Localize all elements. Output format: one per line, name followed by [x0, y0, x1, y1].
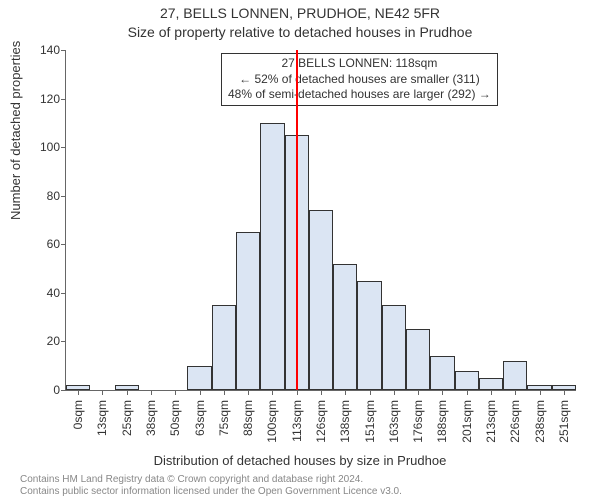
x-tick-mark — [175, 390, 176, 395]
chart-title-line1: 27, BELLS LONNEN, PRUDHOE, NE42 5FR — [0, 5, 600, 21]
x-tick-label: 138sqm — [338, 396, 352, 443]
x-tick-label: 126sqm — [314, 396, 328, 443]
x-tick-label: 63sqm — [193, 396, 207, 436]
x-tick-mark — [272, 390, 273, 395]
y-tick-mark — [61, 244, 66, 245]
x-tick-mark — [540, 390, 541, 395]
x-tick-label: 201sqm — [460, 396, 474, 443]
y-tick-mark — [61, 99, 66, 100]
annotation-line3: 48% of semi-detached houses are larger (… — [228, 87, 491, 103]
x-tick-label: 176sqm — [411, 396, 425, 443]
x-tick-mark — [248, 390, 249, 395]
x-tick-mark — [370, 390, 371, 395]
x-tick-label: 251sqm — [557, 396, 571, 443]
y-tick-mark — [61, 50, 66, 51]
histogram-bar — [187, 366, 211, 390]
histogram-bar — [382, 305, 406, 390]
histogram-bar — [260, 123, 284, 390]
x-tick-mark — [321, 390, 322, 395]
x-tick-label: 113sqm — [290, 396, 304, 442]
x-tick-label: 226sqm — [508, 396, 522, 443]
x-tick-label: 75sqm — [217, 396, 231, 436]
histogram-bar — [430, 356, 454, 390]
histogram-bar — [309, 210, 333, 390]
annotation-box: 27 BELLS LONNEN: 118sqm ← 52% of detache… — [221, 53, 498, 106]
x-tick-mark — [564, 390, 565, 395]
histogram-bar — [503, 361, 527, 390]
x-tick-mark — [491, 390, 492, 395]
histogram-bar — [333, 264, 357, 390]
x-tick-label: 100sqm — [265, 396, 279, 443]
x-tick-mark — [442, 390, 443, 395]
x-tick-mark — [418, 390, 419, 395]
y-axis-label: Number of detached properties — [8, 41, 23, 220]
x-tick-mark — [78, 390, 79, 395]
x-tick-mark — [224, 390, 225, 395]
histogram-bar — [236, 232, 260, 390]
x-tick-mark — [297, 390, 298, 395]
x-tick-label: 163sqm — [387, 396, 401, 443]
annotation-line1: 27 BELLS LONNEN: 118sqm — [228, 56, 491, 72]
x-tick-label: 88sqm — [241, 396, 255, 436]
x-tick-mark — [467, 390, 468, 395]
plot-area: 27 BELLS LONNEN: 118sqm ← 52% of detache… — [65, 50, 576, 391]
x-axis-label: Distribution of detached houses by size … — [0, 453, 600, 468]
x-tick-label: 50sqm — [168, 396, 182, 436]
x-tick-label: 25sqm — [120, 396, 134, 436]
histogram-bar — [455, 371, 479, 390]
chart-title-line2: Size of property relative to detached ho… — [0, 24, 600, 40]
x-tick-mark — [151, 390, 152, 395]
y-tick-mark — [61, 341, 66, 342]
x-tick-mark — [200, 390, 201, 395]
annotation-line2: ← 52% of detached houses are smaller (31… — [228, 72, 491, 88]
property-marker-line — [296, 50, 298, 390]
chart-container: 27, BELLS LONNEN, PRUDHOE, NE42 5FR Size… — [0, 0, 600, 500]
x-tick-label: 151sqm — [363, 396, 377, 443]
x-tick-label: 188sqm — [435, 396, 449, 443]
footer-line1: Contains HM Land Registry data © Crown c… — [20, 474, 402, 486]
footer-line2: Contains public sector information licen… — [20, 486, 402, 498]
x-tick-label: 13sqm — [95, 396, 109, 436]
y-tick-mark — [61, 147, 66, 148]
footer-attribution: Contains HM Land Registry data © Crown c… — [20, 474, 402, 498]
y-tick-mark — [61, 293, 66, 294]
histogram-bar — [406, 329, 430, 390]
x-tick-mark — [102, 390, 103, 395]
x-tick-label: 38sqm — [144, 396, 158, 436]
histogram-bar — [212, 305, 236, 390]
histogram-bar — [479, 378, 503, 390]
x-tick-label: 0sqm — [71, 396, 85, 429]
y-tick-mark — [61, 196, 66, 197]
x-tick-mark — [515, 390, 516, 395]
x-tick-mark — [394, 390, 395, 395]
x-tick-label: 213sqm — [484, 396, 498, 443]
x-tick-mark — [345, 390, 346, 395]
x-tick-label: 238sqm — [533, 396, 547, 443]
histogram-bar — [357, 281, 381, 390]
x-tick-mark — [127, 390, 128, 395]
y-tick-mark — [61, 390, 66, 391]
